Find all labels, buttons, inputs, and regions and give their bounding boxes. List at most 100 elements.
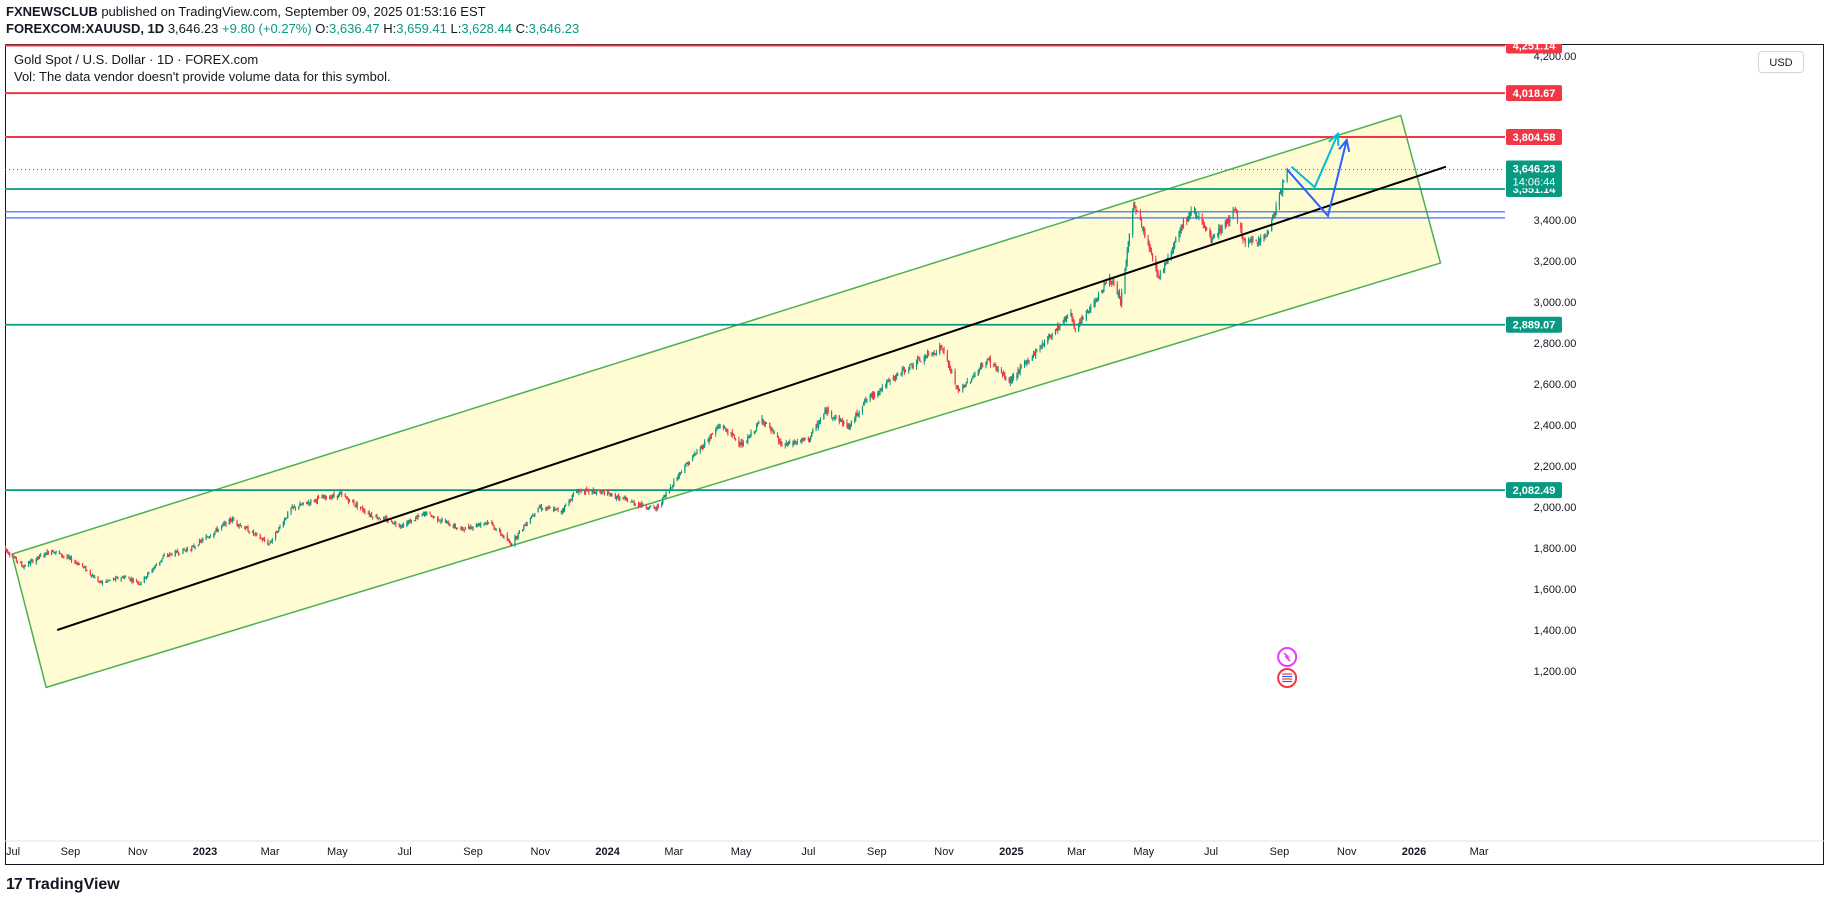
candle-body: [230, 520, 233, 522]
candle-body: [106, 580, 108, 582]
candle-body: [332, 494, 334, 497]
candle-body: [348, 499, 351, 502]
candle-body: [12, 555, 14, 557]
candle-body: [260, 538, 262, 540]
projection-arrowhead-2: [1338, 137, 1351, 152]
time-tick-label: Jul: [801, 846, 815, 858]
candle-body: [671, 487, 673, 489]
time-tick-label: 2023: [193, 846, 217, 858]
time-tick-label: Nov: [1337, 846, 1357, 858]
candle-body: [552, 508, 555, 512]
candle-body: [486, 521, 488, 523]
candle-body: [654, 507, 656, 509]
candle-body: [1135, 206, 1137, 211]
candle-body: [1008, 377, 1010, 383]
candle-body: [220, 525, 223, 529]
candle-body: [668, 488, 671, 494]
candle-body: [762, 419, 764, 423]
candle-body: [1049, 334, 1051, 336]
candle-body: [66, 556, 68, 558]
candle-body: [763, 422, 765, 424]
candle-body: [1201, 217, 1203, 223]
candle-body: [147, 573, 149, 577]
price-tick-label: 2,400.00: [1534, 420, 1577, 432]
candle-body: [626, 500, 629, 503]
candle-body: [1150, 249, 1153, 254]
candle-body: [124, 576, 127, 578]
candle-body: [238, 525, 240, 527]
trend-line: [56, 165, 1447, 631]
candle-body: [634, 503, 636, 505]
candle-body: [370, 514, 373, 517]
candle-body: [338, 493, 341, 495]
candle-body: [642, 503, 644, 507]
candle-body: [86, 570, 88, 572]
chart-canvas[interactable]: 4,200.00 3,400.00 3,200.00 3,000.00 2,800.00…: [5, 44, 1824, 865]
candle-body: [167, 555, 170, 557]
candle-body: [540, 506, 543, 510]
candle-body: [309, 502, 311, 504]
tradingview-footer[interactable]: 17 TradingView: [6, 875, 120, 895]
candle-body: [1164, 262, 1166, 270]
chart-frame[interactable]: [5, 44, 1824, 865]
chart-legend-title: Gold Spot / U.S. Dollar · 1D · FOREX.com: [14, 52, 259, 67]
candle-body: [957, 386, 960, 391]
candle-body: [154, 565, 156, 567]
candle-body: [1081, 317, 1083, 323]
candle-body: [51, 550, 53, 555]
candle-body: [541, 509, 544, 511]
candle-body: [376, 516, 378, 519]
candle-body: [862, 403, 865, 406]
candle-body: [1213, 235, 1215, 237]
candle-body: [251, 531, 254, 533]
candle-body: [399, 525, 401, 527]
candle-body: [276, 530, 278, 534]
candle-body: [693, 455, 695, 457]
candle-body: [1133, 204, 1135, 211]
candle-body: [240, 525, 243, 528]
candle-body: [1218, 228, 1220, 236]
candle-body: [933, 352, 935, 354]
candle-body: [306, 503, 309, 505]
candle-body: [5, 549, 8, 551]
candle-body: [1016, 375, 1018, 378]
candle-body: [858, 411, 860, 415]
candle-body: [431, 516, 433, 518]
candle-body: [1279, 190, 1282, 194]
candle-body: [997, 369, 999, 371]
candle-body: [662, 497, 664, 504]
candle-body: [179, 553, 181, 555]
candle-body: [647, 508, 650, 510]
candle-body: [971, 379, 973, 381]
candle-body: [97, 576, 99, 582]
candle-body: [1257, 240, 1260, 243]
publish-info: FXNEWSCLUB published on TradingView.com,…: [6, 4, 486, 19]
candle-body: [193, 545, 195, 548]
candle-body: [1278, 194, 1281, 207]
candle-body: [287, 512, 289, 518]
candle-body: [216, 528, 218, 532]
candle-body: [1210, 233, 1212, 243]
candle-body: [53, 551, 55, 553]
candle-body: [1212, 234, 1214, 240]
currency-button[interactable]: USD: [1758, 51, 1804, 73]
candle-body: [749, 436, 751, 438]
candle-body: [1139, 212, 1142, 221]
candle-body: [259, 535, 261, 539]
candle-body: [108, 579, 110, 581]
candle-body: [789, 441, 791, 445]
candle-body: [1209, 228, 1211, 235]
candle-body: [719, 425, 721, 427]
projection-arrowhead-1: [1328, 131, 1340, 146]
price-label-6: 2,082.49: [1513, 485, 1556, 497]
candle-body: [346, 497, 348, 500]
candle-body: [438, 519, 440, 521]
candle-body: [441, 519, 443, 521]
candle-body: [1252, 238, 1254, 240]
candle-body: [480, 524, 482, 526]
candle-body: [175, 550, 177, 552]
candle-body: [228, 518, 230, 525]
candle-body: [823, 413, 825, 420]
candle-body: [656, 505, 658, 509]
candle-body: [279, 525, 281, 528]
